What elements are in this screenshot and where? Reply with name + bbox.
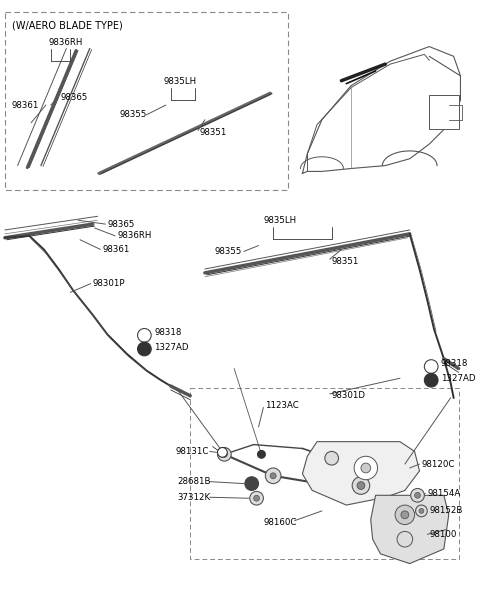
Circle shape <box>217 447 231 461</box>
Circle shape <box>258 450 265 458</box>
Bar <box>429 95 458 129</box>
Text: 98301P: 98301P <box>93 279 125 288</box>
Text: 28681B: 28681B <box>178 477 211 486</box>
Text: 98131C: 98131C <box>176 447 209 456</box>
Text: 98355: 98355 <box>215 247 242 256</box>
Circle shape <box>416 505 427 517</box>
Circle shape <box>265 468 281 484</box>
Text: 98152B: 98152B <box>429 506 463 516</box>
Circle shape <box>395 505 415 525</box>
Text: 1327AD: 1327AD <box>441 374 476 383</box>
Circle shape <box>253 495 260 501</box>
Text: 1327AD: 1327AD <box>154 342 189 352</box>
Circle shape <box>352 477 370 494</box>
Text: 37312K: 37312K <box>178 493 211 502</box>
Text: (W/AERO BLADE TYPE): (W/AERO BLADE TYPE) <box>12 20 122 30</box>
Text: 98361: 98361 <box>102 245 130 254</box>
Text: 98100: 98100 <box>429 530 456 539</box>
Circle shape <box>217 447 228 457</box>
Text: 98355: 98355 <box>119 110 146 120</box>
Text: 98318: 98318 <box>441 359 468 368</box>
Text: 98301D: 98301D <box>332 391 366 400</box>
Circle shape <box>424 360 438 373</box>
Text: 98120C: 98120C <box>421 460 455 469</box>
Circle shape <box>357 482 365 490</box>
Text: 98365: 98365 <box>108 219 135 229</box>
Text: 9836RH: 9836RH <box>49 38 83 47</box>
Circle shape <box>245 477 259 490</box>
Text: 98365: 98365 <box>60 93 88 102</box>
Text: 98361: 98361 <box>12 100 39 110</box>
Circle shape <box>424 373 438 387</box>
Circle shape <box>401 511 409 519</box>
Text: 98351: 98351 <box>332 257 359 265</box>
Circle shape <box>361 463 371 473</box>
Text: 98318: 98318 <box>154 328 181 337</box>
Circle shape <box>397 532 413 547</box>
Text: 9836RH: 9836RH <box>117 232 152 240</box>
Circle shape <box>221 452 228 457</box>
Circle shape <box>419 508 424 513</box>
Circle shape <box>411 488 424 502</box>
Text: 9835LH: 9835LH <box>264 216 297 225</box>
Circle shape <box>354 456 378 480</box>
Text: 98351: 98351 <box>200 128 228 137</box>
Text: 9835LH: 9835LH <box>164 77 197 86</box>
FancyBboxPatch shape <box>190 388 458 559</box>
Circle shape <box>325 452 338 465</box>
Circle shape <box>250 492 264 505</box>
Text: 98160C: 98160C <box>264 518 297 527</box>
FancyBboxPatch shape <box>5 12 288 190</box>
Text: 98154A: 98154A <box>427 489 460 498</box>
Circle shape <box>415 492 420 498</box>
Polygon shape <box>371 495 449 564</box>
Circle shape <box>138 342 151 356</box>
Polygon shape <box>302 442 420 505</box>
Text: 1123AC: 1123AC <box>265 401 299 410</box>
Circle shape <box>138 328 151 342</box>
Circle shape <box>270 473 276 479</box>
